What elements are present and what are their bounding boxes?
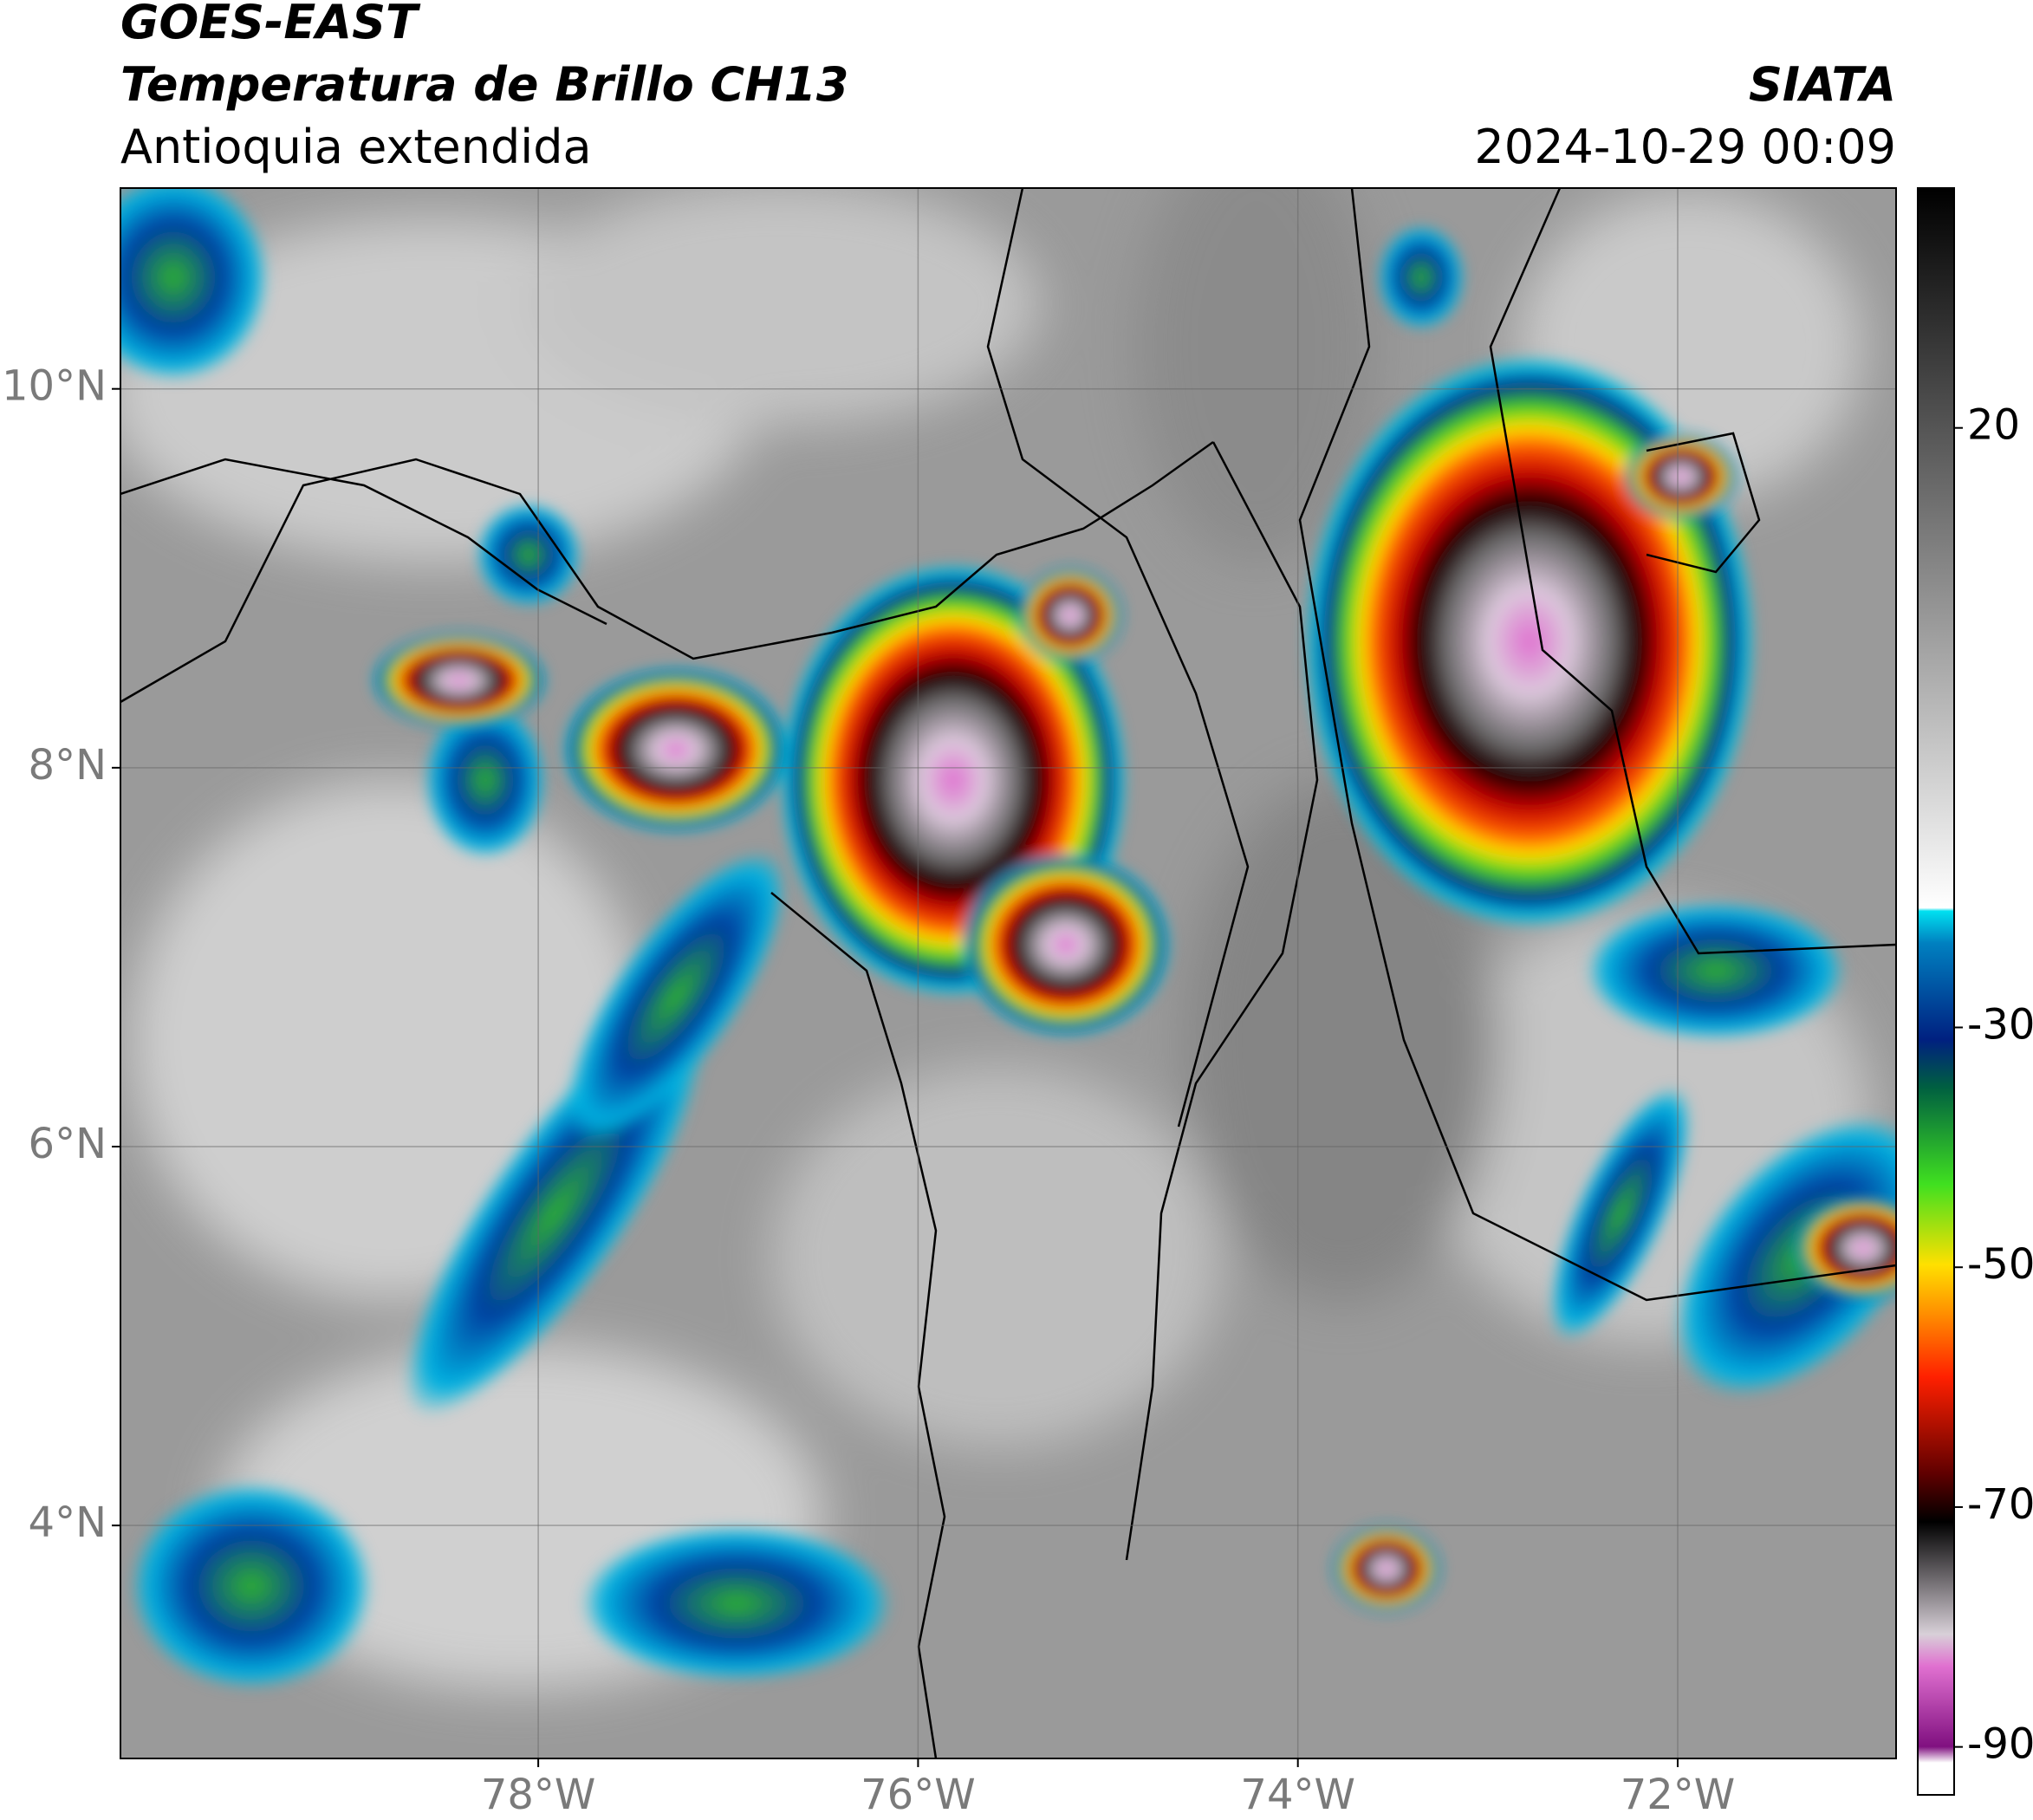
colorbar xyxy=(1918,188,1954,1795)
timestamp: 2024-10-29 00:09 xyxy=(1474,120,1896,174)
x-tick-label: 74°W xyxy=(1240,1771,1355,1819)
colorbar-frame xyxy=(1917,187,1955,1796)
colorbar-tick-label: 20 xyxy=(1967,401,2020,450)
colorbar-tick-label: -90 xyxy=(1967,1720,2033,1769)
borders xyxy=(120,188,1896,1758)
y-tick-label: 6°N xyxy=(29,1120,107,1168)
y-tick-label: 8°N xyxy=(29,741,107,790)
title: GOES-EAST xyxy=(120,0,421,49)
y-tick-label: 10°N xyxy=(2,362,107,411)
colorbar-tick-label: -50 xyxy=(1967,1240,2033,1289)
map-frame xyxy=(120,187,1897,1759)
region: Antioquia extendida xyxy=(120,120,592,174)
source: SIATA xyxy=(1749,57,1896,112)
map-image xyxy=(120,188,1896,1758)
x-tick-label: 78°W xyxy=(481,1771,596,1819)
y-tick-label: 4°N xyxy=(29,1498,107,1547)
colorbar-tick-label: -30 xyxy=(1967,1001,2033,1050)
x-tick-label: 76°W xyxy=(861,1771,976,1819)
x-tick-label: 72°W xyxy=(1621,1771,1736,1819)
subtitle: Temperatura de Brillo CH13 xyxy=(120,57,849,112)
grid xyxy=(120,188,1896,1758)
colorbar-tick-label: -70 xyxy=(1967,1480,2033,1529)
